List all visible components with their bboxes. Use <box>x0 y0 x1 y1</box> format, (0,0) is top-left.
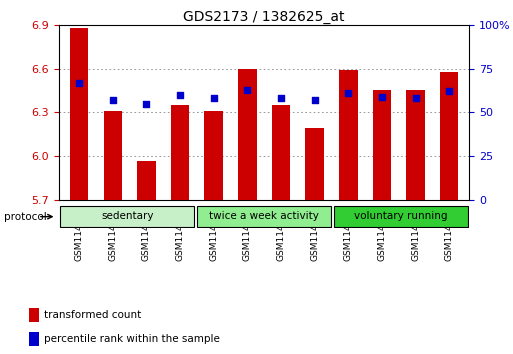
Title: GDS2173 / 1382625_at: GDS2173 / 1382625_at <box>184 10 345 24</box>
Point <box>142 101 150 107</box>
Point <box>411 96 420 101</box>
Bar <box>104 111 122 200</box>
Bar <box>171 105 189 200</box>
Point <box>344 90 352 96</box>
Bar <box>272 105 290 200</box>
Text: voluntary running: voluntary running <box>354 211 448 221</box>
Bar <box>238 69 256 200</box>
Point <box>277 96 285 101</box>
Point <box>210 96 218 101</box>
Bar <box>70 28 88 200</box>
Bar <box>372 91 391 200</box>
Point <box>75 80 83 85</box>
Bar <box>29 308 40 322</box>
Text: protocol: protocol <box>4 212 47 222</box>
Bar <box>205 111 223 200</box>
Point <box>445 88 453 94</box>
Bar <box>406 91 425 200</box>
FancyBboxPatch shape <box>334 206 468 227</box>
Point <box>109 97 117 103</box>
Point <box>378 94 386 99</box>
Bar <box>137 161 156 200</box>
Text: transformed count: transformed count <box>45 310 142 320</box>
FancyBboxPatch shape <box>61 206 194 227</box>
Point <box>176 92 184 98</box>
FancyBboxPatch shape <box>197 206 331 227</box>
Bar <box>440 72 459 200</box>
Text: percentile rank within the sample: percentile rank within the sample <box>45 333 221 344</box>
Text: twice a week activity: twice a week activity <box>209 211 319 221</box>
Bar <box>305 129 324 200</box>
Text: sedentary: sedentary <box>101 211 154 221</box>
Bar <box>339 70 358 200</box>
Point <box>310 97 319 103</box>
Bar <box>29 332 40 346</box>
Point <box>243 87 251 92</box>
